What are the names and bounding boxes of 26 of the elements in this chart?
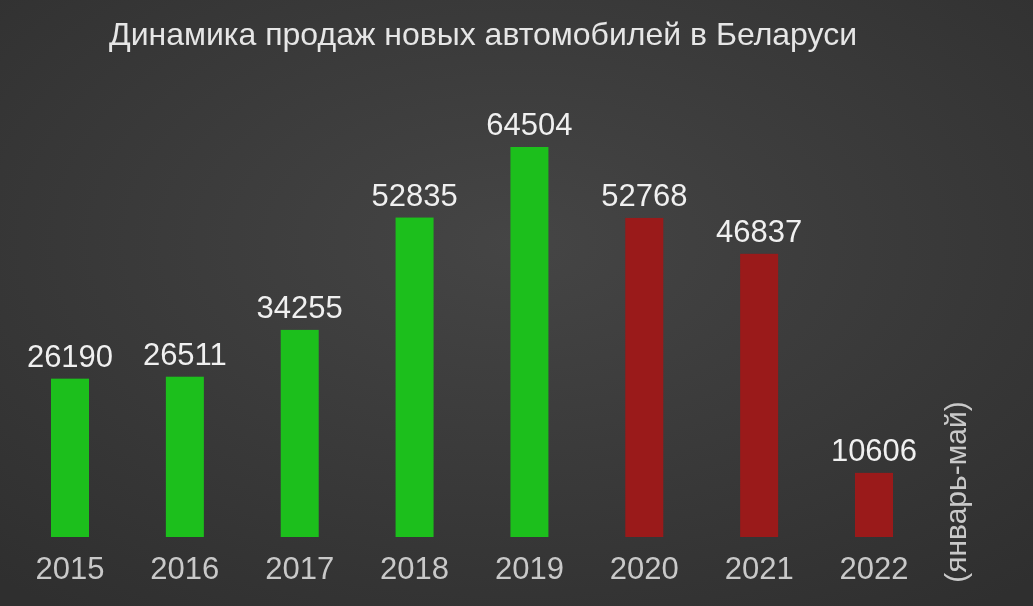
data-label: 26511 (142, 336, 227, 372)
x-tick-label: 2020 (609, 551, 679, 586)
bar (280, 329, 319, 537)
bar (510, 147, 549, 537)
data-label: 26190 (26, 338, 114, 374)
data-label: 34255 (256, 289, 343, 325)
bar (625, 217, 664, 537)
bar (51, 378, 89, 537)
x-tick-label: 2021 (724, 551, 794, 586)
bar (165, 376, 204, 537)
data-label: 52768 (601, 177, 688, 213)
x-tick-label: 2017 (265, 551, 335, 586)
x-tick-label: 2018 (380, 551, 450, 586)
data-label: 64504 (486, 107, 573, 142)
data-label: 52835 (371, 177, 458, 213)
x-tick-label: 2022 (839, 551, 909, 586)
text: (январь-май) (938, 401, 972, 583)
bar (740, 253, 779, 537)
x-tick-label: 2019 (494, 551, 564, 586)
data-label: 46837 (716, 213, 803, 249)
x-tick-label: 2015 (35, 551, 105, 586)
x-tick-label: 2016 (150, 551, 220, 586)
chart-title: Динамика продаж новых автомобилей в Беларуси (108, 16, 858, 52)
bar (395, 217, 434, 537)
data-label: 10606 (830, 432, 918, 468)
bar (855, 472, 893, 537)
